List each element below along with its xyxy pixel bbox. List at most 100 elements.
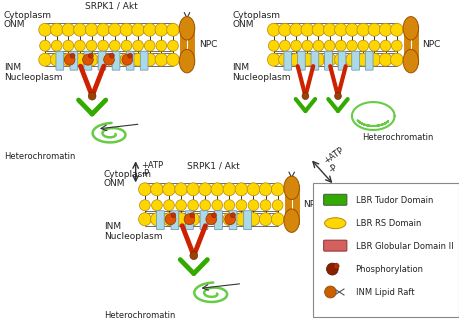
Circle shape (225, 214, 236, 225)
Circle shape (259, 183, 272, 196)
Circle shape (97, 53, 109, 66)
Circle shape (156, 40, 167, 51)
Text: INM: INM (233, 63, 250, 72)
Circle shape (145, 40, 155, 51)
Circle shape (167, 53, 179, 66)
Text: LBR Tudor Domain: LBR Tudor Domain (356, 196, 433, 205)
Circle shape (155, 23, 168, 36)
FancyBboxPatch shape (229, 211, 237, 230)
Text: Nucleoplasm: Nucleoplasm (233, 73, 291, 82)
Text: Heterochromatin: Heterochromatin (362, 133, 433, 142)
Circle shape (138, 183, 151, 196)
Circle shape (313, 40, 324, 51)
FancyBboxPatch shape (112, 51, 120, 70)
Text: Cytoplasm: Cytoplasm (233, 11, 281, 20)
Text: SRPK1 / Akt: SRPK1 / Akt (85, 2, 137, 11)
FancyBboxPatch shape (156, 211, 164, 230)
Circle shape (325, 286, 336, 298)
Circle shape (175, 183, 187, 196)
Ellipse shape (179, 49, 195, 73)
Circle shape (128, 53, 133, 58)
Circle shape (187, 213, 200, 226)
Circle shape (132, 23, 145, 36)
Circle shape (88, 92, 96, 100)
Text: Cytoplasm: Cytoplasm (4, 11, 52, 20)
Circle shape (358, 40, 369, 51)
Circle shape (301, 23, 314, 36)
Circle shape (291, 40, 301, 51)
Text: ONM: ONM (233, 20, 254, 29)
Circle shape (167, 23, 179, 36)
Circle shape (98, 40, 109, 51)
FancyBboxPatch shape (313, 183, 459, 317)
Circle shape (144, 53, 156, 66)
Text: ONM: ONM (4, 20, 26, 29)
Circle shape (121, 40, 132, 51)
FancyBboxPatch shape (338, 51, 346, 70)
Circle shape (85, 53, 98, 66)
Circle shape (302, 92, 309, 100)
Circle shape (86, 40, 97, 51)
Circle shape (279, 23, 291, 36)
Circle shape (247, 183, 260, 196)
Text: Nucleoplasm: Nucleoplasm (4, 73, 63, 82)
Circle shape (151, 213, 163, 226)
Text: Heterochromatin: Heterochromatin (104, 311, 175, 320)
Circle shape (199, 183, 211, 196)
Text: +ATP: +ATP (141, 161, 164, 170)
Circle shape (271, 213, 284, 226)
FancyBboxPatch shape (298, 51, 305, 70)
FancyBboxPatch shape (56, 51, 64, 70)
Circle shape (139, 200, 150, 211)
Circle shape (152, 200, 162, 211)
Circle shape (290, 53, 302, 66)
Circle shape (272, 200, 283, 211)
Circle shape (247, 213, 260, 226)
Circle shape (70, 53, 75, 58)
Circle shape (109, 40, 120, 51)
Circle shape (187, 183, 200, 196)
Circle shape (260, 200, 271, 211)
Text: -P: -P (141, 169, 150, 178)
Text: Cytoplasm: Cytoplasm (104, 170, 152, 179)
Circle shape (39, 23, 51, 36)
Ellipse shape (403, 49, 419, 73)
Circle shape (164, 200, 174, 211)
Circle shape (212, 213, 217, 218)
Circle shape (199, 213, 211, 226)
Circle shape (51, 40, 62, 51)
Circle shape (62, 53, 74, 66)
Circle shape (206, 214, 217, 225)
Circle shape (271, 183, 284, 196)
Circle shape (40, 40, 50, 51)
Text: INM Lipid Raft: INM Lipid Raft (356, 288, 414, 297)
Circle shape (223, 183, 236, 196)
Circle shape (346, 53, 358, 66)
Circle shape (211, 213, 224, 226)
FancyBboxPatch shape (98, 51, 106, 70)
Circle shape (267, 23, 280, 36)
Circle shape (155, 53, 168, 66)
Circle shape (176, 200, 186, 211)
Text: LBR Globular Domain II: LBR Globular Domain II (356, 242, 453, 251)
Circle shape (336, 40, 346, 51)
Circle shape (63, 40, 73, 51)
Circle shape (97, 23, 109, 36)
Circle shape (190, 252, 198, 260)
Text: NPC: NPC (422, 40, 441, 49)
Text: NPC: NPC (199, 40, 217, 49)
Circle shape (391, 53, 403, 66)
Circle shape (73, 23, 86, 36)
Circle shape (369, 40, 380, 51)
Text: NPC: NPC (303, 200, 322, 209)
FancyBboxPatch shape (244, 211, 251, 230)
Circle shape (120, 53, 133, 66)
Circle shape (144, 23, 156, 36)
Circle shape (236, 200, 247, 211)
Circle shape (211, 183, 224, 196)
Circle shape (50, 23, 63, 36)
Circle shape (188, 200, 199, 211)
Circle shape (73, 53, 86, 66)
Circle shape (223, 213, 236, 226)
FancyBboxPatch shape (171, 211, 179, 230)
